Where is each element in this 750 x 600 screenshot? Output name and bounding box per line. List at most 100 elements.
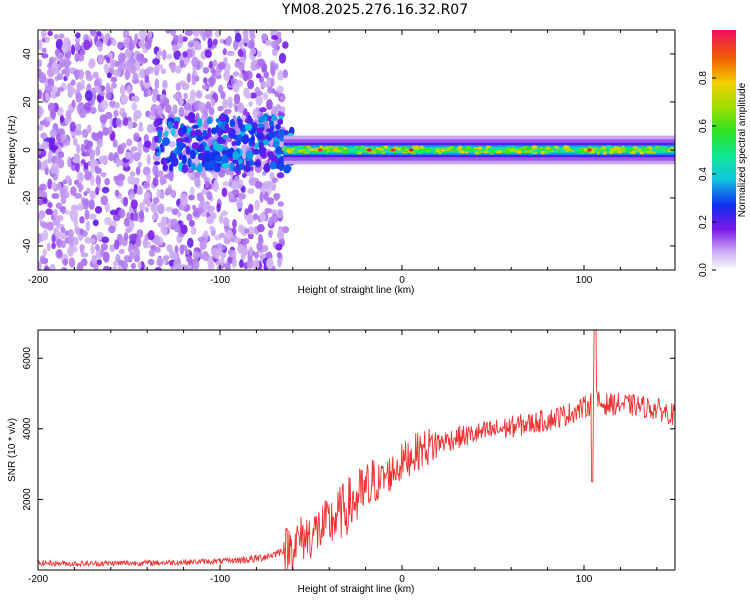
heatmap-cell bbox=[237, 118, 243, 125]
heatmap-cell bbox=[157, 203, 165, 215]
heatmap-cell bbox=[232, 219, 237, 229]
heatmap-cell bbox=[378, 148, 385, 151]
heatmap-cell bbox=[152, 93, 157, 103]
heatmap-cell bbox=[254, 181, 263, 189]
heatmap-cell bbox=[59, 187, 67, 198]
heatmap-cell bbox=[95, 187, 100, 196]
heatmap-cell bbox=[249, 92, 257, 99]
heatmap-cell bbox=[94, 205, 103, 214]
heatmap-cell bbox=[159, 174, 165, 186]
heatmap-cell bbox=[53, 33, 60, 40]
heatmap-cell bbox=[173, 222, 181, 233]
heatmap-cell bbox=[170, 30, 177, 37]
heatmap-cell bbox=[133, 255, 141, 263]
heatmap-cell bbox=[640, 146, 646, 150]
heatmap-cell bbox=[146, 241, 151, 248]
heatmap-cell bbox=[42, 196, 48, 204]
heatmap-cell bbox=[134, 33, 139, 45]
heatmap-cell bbox=[156, 257, 164, 268]
heatmap-cell bbox=[47, 221, 54, 231]
heatmap-cell bbox=[102, 155, 108, 166]
heatmap-cell bbox=[616, 146, 621, 151]
heatmap-cell bbox=[250, 134, 255, 145]
heatmap-cell bbox=[157, 222, 162, 228]
heatmap-cell bbox=[130, 262, 137, 270]
heatmap-cell bbox=[269, 160, 277, 170]
heatmap-cell bbox=[504, 151, 512, 154]
heatmap-cell bbox=[259, 192, 264, 203]
heatmap-cell bbox=[247, 188, 255, 195]
heatmap-cell bbox=[294, 146, 301, 151]
x-tick-label: -100 bbox=[210, 275, 230, 286]
heatmap-cell bbox=[152, 164, 159, 176]
heatmap-cell bbox=[147, 230, 155, 241]
heatmap-cell bbox=[289, 148, 296, 151]
heatmap-cell bbox=[273, 193, 280, 202]
heatmap-cell bbox=[264, 208, 273, 214]
heatmap-cell bbox=[148, 249, 156, 257]
heatmap-cell bbox=[184, 249, 190, 255]
heatmap-cell bbox=[223, 217, 230, 226]
heatmap-cell bbox=[38, 89, 42, 100]
heatmap-cell bbox=[88, 199, 95, 210]
heatmap-cell bbox=[255, 95, 263, 106]
heatmap-cell bbox=[246, 258, 254, 269]
heatmap-cell bbox=[483, 148, 489, 151]
heatmap-cell bbox=[189, 149, 197, 160]
heatmap-cell bbox=[123, 217, 130, 228]
heatmap-cell bbox=[111, 220, 117, 228]
heatmap-cell bbox=[215, 144, 224, 153]
heatmap-cell bbox=[75, 92, 83, 103]
heatmap-cell bbox=[165, 206, 174, 212]
heatmap-cell bbox=[218, 115, 227, 121]
heatmap-cell bbox=[218, 232, 226, 238]
heatmap-cell bbox=[276, 31, 282, 38]
heatmap-cell bbox=[55, 38, 63, 50]
heatmap-cell bbox=[276, 85, 284, 94]
heatmap-cell bbox=[70, 44, 76, 56]
heatmap-cell bbox=[79, 244, 85, 252]
heatmap-cell bbox=[282, 69, 289, 79]
heatmap-cell bbox=[53, 208, 59, 217]
heatmap-cell bbox=[187, 237, 194, 248]
y-tick-label: -20 bbox=[22, 190, 33, 205]
heatmap-cell bbox=[217, 105, 224, 112]
heatmap-cell bbox=[119, 85, 126, 96]
heatmap-cell bbox=[105, 82, 111, 94]
heatmap-cell bbox=[552, 147, 558, 152]
heatmap-cell bbox=[323, 146, 330, 150]
heatmap-cell bbox=[165, 104, 172, 113]
heatmap-cell bbox=[69, 121, 76, 132]
heatmap-cell bbox=[226, 50, 235, 56]
heatmap-cell bbox=[177, 34, 184, 44]
heatmap-cell bbox=[587, 145, 593, 149]
heatmap-cell bbox=[217, 127, 223, 136]
heatmap-cell bbox=[121, 261, 129, 270]
heatmap-cell bbox=[54, 231, 62, 238]
page-title: YM08.2025.276.16.32.R07 bbox=[281, 2, 469, 18]
heatmap-cell bbox=[271, 115, 278, 121]
heatmap-cell bbox=[215, 154, 222, 162]
heatmap-cell bbox=[53, 155, 62, 165]
heatmap-cell bbox=[89, 190, 96, 200]
heatmap-cell bbox=[598, 147, 603, 151]
heatmap-cell bbox=[113, 109, 119, 118]
heatmap-cell bbox=[195, 166, 203, 172]
heatmap-cell bbox=[165, 187, 173, 194]
heatmap-cell bbox=[104, 63, 110, 74]
heatmap-cell bbox=[243, 164, 252, 173]
heatmap-cell bbox=[204, 49, 212, 59]
heatmap-cell bbox=[216, 136, 224, 145]
heatmap-cell bbox=[562, 145, 570, 150]
heatmap-cell bbox=[44, 85, 53, 94]
heatmap-cell bbox=[79, 184, 84, 191]
heatmap-cell bbox=[104, 177, 110, 186]
heatmap-cell bbox=[170, 128, 176, 137]
heatmap-cell bbox=[137, 261, 142, 269]
heatmap-cell bbox=[187, 112, 196, 121]
heatmap-cell bbox=[302, 151, 310, 154]
heatmap-cell bbox=[401, 146, 406, 151]
heatmap-cell bbox=[170, 62, 176, 74]
heatmap-cell bbox=[629, 151, 637, 155]
colorbar-label: Normalized spectral amplitude bbox=[737, 82, 748, 217]
